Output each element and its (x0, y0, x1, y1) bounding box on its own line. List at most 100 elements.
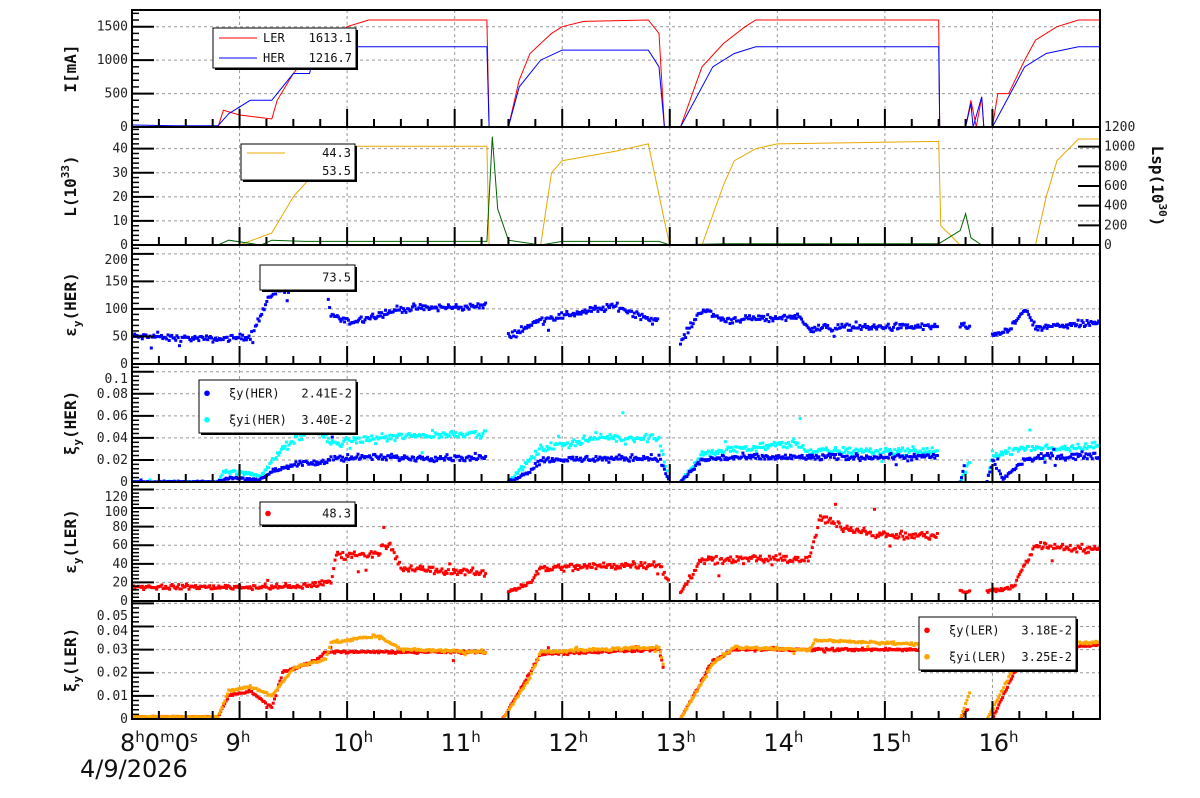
data-point (759, 446, 763, 449)
data-point (840, 322, 844, 326)
data-point (458, 458, 462, 462)
data-point (886, 449, 890, 453)
data-point (815, 327, 819, 331)
data-point (602, 309, 606, 313)
data-point (604, 308, 608, 312)
legend-value: 1216.7 (309, 51, 352, 65)
data-point (805, 324, 809, 328)
data-point (1051, 454, 1055, 458)
data-point (732, 457, 736, 461)
data-point (651, 322, 654, 326)
data-point (531, 578, 535, 582)
data-point (897, 535, 901, 539)
data-point (525, 680, 529, 684)
data-point (839, 453, 843, 457)
data-point (790, 440, 794, 443)
data-point (1046, 546, 1050, 550)
data-point (744, 314, 748, 318)
data-point (1003, 690, 1007, 694)
data-point (685, 326, 689, 330)
data-point (1069, 455, 1073, 459)
data-point (1029, 449, 1033, 452)
data-point (661, 665, 665, 669)
data-point (144, 333, 148, 337)
data-point (727, 559, 731, 563)
data-point (396, 645, 400, 649)
data-point (724, 456, 728, 460)
data-point (1016, 575, 1020, 579)
data-point (615, 301, 619, 305)
data-point (898, 323, 902, 326)
data-point (780, 317, 784, 321)
data-point (776, 456, 780, 460)
data-point (155, 587, 159, 591)
data-point (1020, 462, 1024, 466)
data-point (713, 562, 717, 566)
data-point (444, 455, 448, 459)
data-point (413, 647, 417, 651)
data-point (774, 454, 778, 458)
data-point (635, 310, 639, 314)
data-point (802, 559, 806, 563)
data-point (346, 554, 350, 558)
data-point (140, 337, 144, 341)
data-point (658, 444, 662, 448)
data-point (894, 533, 898, 536)
data-point (330, 575, 334, 579)
data-point (170, 333, 174, 337)
data-point (336, 550, 340, 554)
data-point (458, 569, 462, 573)
data-point (1013, 583, 1017, 587)
data-point (432, 435, 436, 439)
data-point (535, 569, 539, 573)
time-value: 8 (120, 729, 135, 757)
y-tick-label: 0.06 (97, 409, 128, 424)
data-point (244, 338, 248, 342)
data-point (457, 570, 461, 574)
data-point (999, 587, 1003, 590)
data-point (695, 564, 699, 568)
data-point (1023, 563, 1027, 567)
data-point (1013, 321, 1017, 325)
data-point (787, 456, 791, 460)
data-point (1084, 640, 1088, 644)
data-point (1052, 447, 1056, 451)
data-point (653, 437, 657, 441)
data-point (216, 715, 220, 719)
label-sub: y (71, 439, 84, 446)
data-point (916, 323, 920, 327)
data-point (223, 699, 227, 703)
y-tick-label: 80 (112, 520, 128, 535)
data-point (632, 311, 636, 315)
y-tick-label: 0.03 (97, 643, 128, 658)
data-point (531, 667, 535, 671)
data-point (584, 311, 588, 315)
data-point (264, 701, 267, 705)
data-point (873, 507, 876, 511)
data-point (717, 574, 721, 578)
data-point (399, 305, 403, 309)
data-point (164, 584, 168, 588)
data-point (859, 447, 863, 451)
data-point (814, 533, 818, 537)
data-point (627, 564, 631, 567)
data-point (911, 455, 915, 459)
data-point (910, 458, 914, 462)
data-point (451, 459, 455, 462)
data-point (897, 453, 901, 457)
data-point (558, 316, 562, 320)
data-point (431, 428, 434, 432)
data-point (614, 439, 618, 443)
data-point (640, 563, 644, 567)
data-point (1070, 452, 1074, 456)
data-point (921, 328, 925, 331)
data-point (428, 569, 432, 573)
data-point (722, 450, 726, 454)
data-point (829, 516, 832, 520)
data-point (222, 586, 226, 589)
data-point (1017, 573, 1021, 576)
data-point (702, 677, 706, 681)
data-point (742, 562, 745, 566)
data-point (174, 338, 178, 342)
data-point (546, 646, 550, 650)
